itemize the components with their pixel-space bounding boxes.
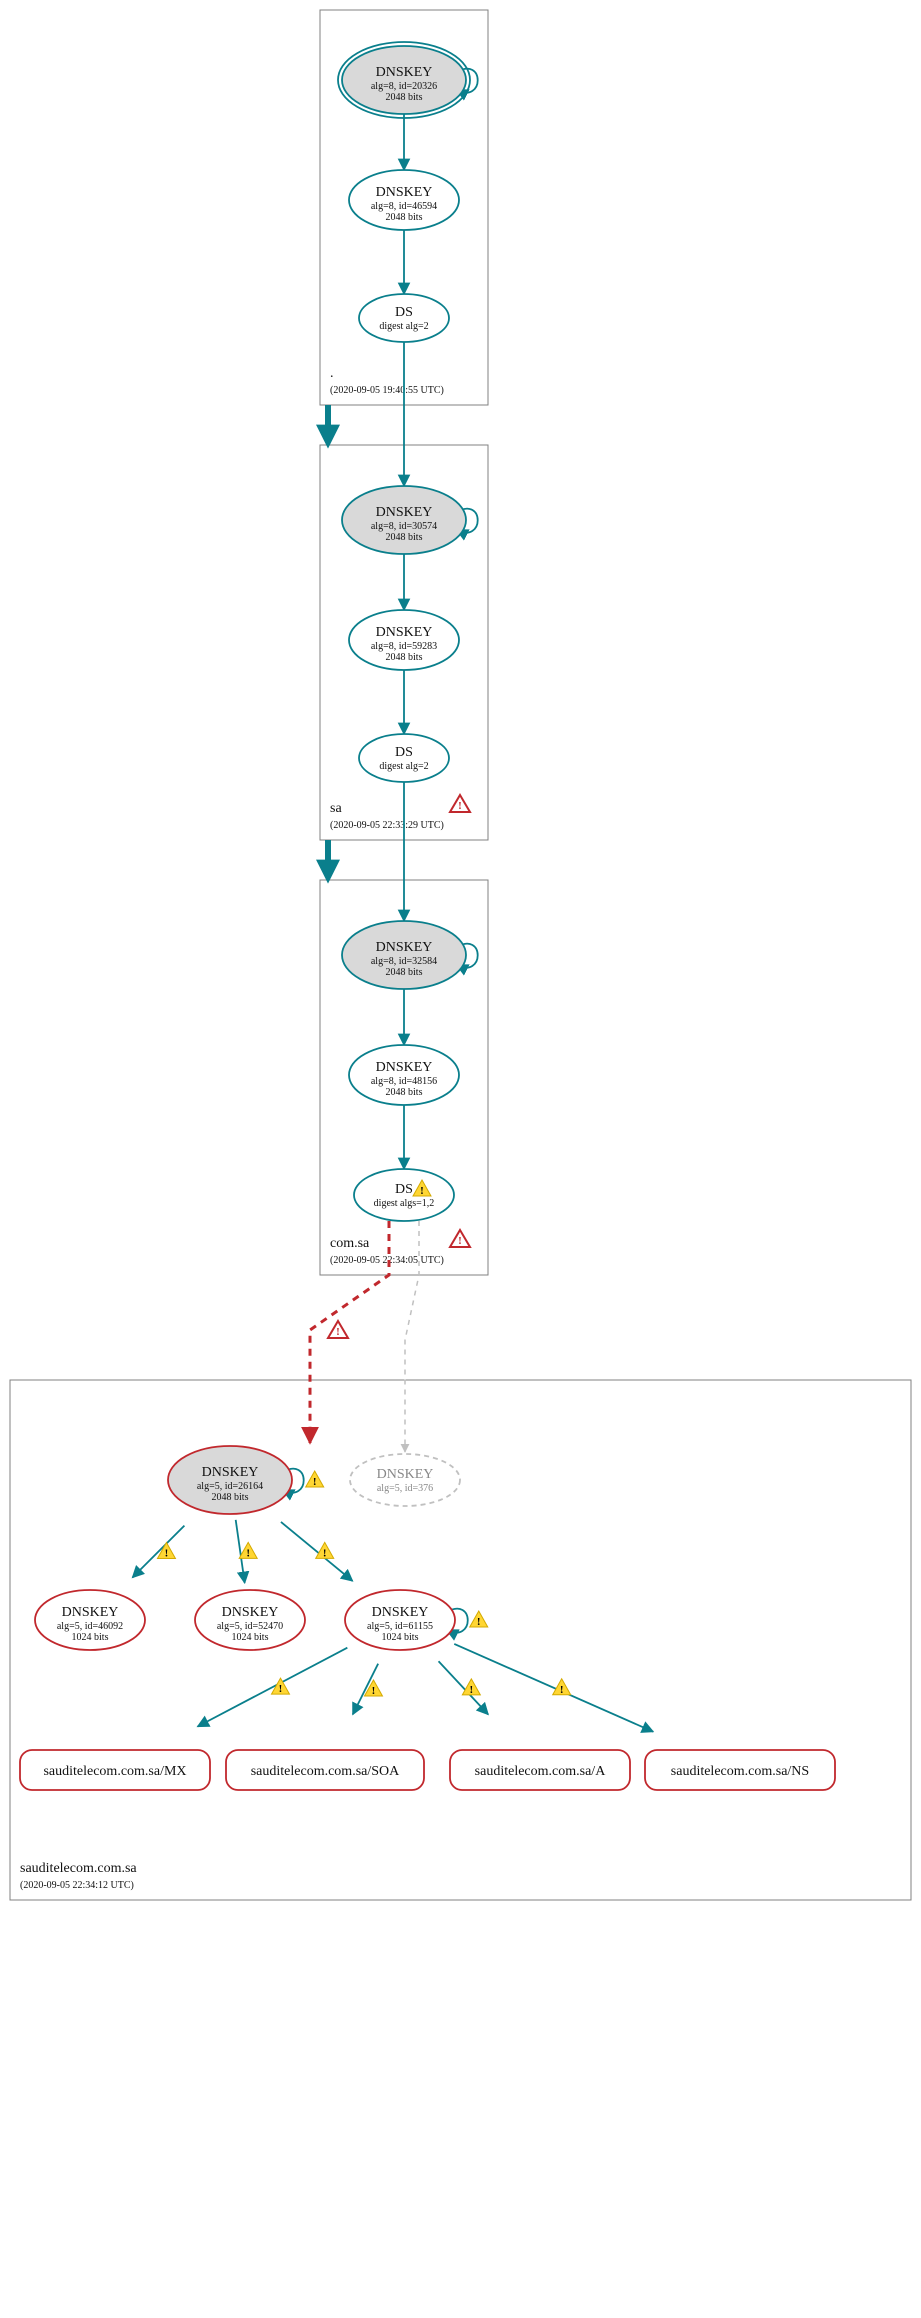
svg-text:alg=8, id=30574: alg=8, id=30574 [371,521,437,532]
svg-text:DNSKEY: DNSKEY [376,1060,433,1075]
svg-text:sauditelecom.com.sa/MX: sauditelecom.com.sa/MX [43,1764,186,1779]
svg-text:alg=8, id=46594: alg=8, id=46594 [371,201,437,212]
svg-text:alg=5, id=52470: alg=5, id=52470 [217,1621,283,1632]
node-st_376: DNSKEYalg=5, id=376 [350,1454,460,1506]
svg-text:digest alg=2: digest alg=2 [379,761,428,772]
svg-text:DNSKEY: DNSKEY [376,940,433,955]
svg-text:!: ! [336,1326,340,1338]
svg-text:sa: sa [330,801,342,816]
warning-icon: ! [316,1542,334,1559]
svg-text:2048 bits: 2048 bits [386,967,423,978]
error-icon: ! [450,1230,470,1247]
svg-text:DNSKEY: DNSKEY [376,185,433,200]
svg-text:2048 bits: 2048 bits [386,532,423,543]
svg-text:DNSKEY: DNSKEY [376,65,433,80]
svg-text:sauditelecom.com.sa: sauditelecom.com.sa [20,1861,137,1876]
node-st_52470: DNSKEYalg=5, id=524701024 bits [195,1590,305,1650]
node-com_ds: DSdigest algs=1,2 [354,1169,454,1221]
svg-text:alg=5, id=46092: alg=5, id=46092 [57,1621,123,1632]
svg-text:DNSKEY: DNSKEY [377,1467,434,1482]
svg-text:sauditelecom.com.sa/A: sauditelecom.com.sa/A [475,1764,607,1779]
svg-text:sauditelecom.com.sa/SOA: sauditelecom.com.sa/SOA [251,1764,400,1779]
node-com_zsk: DNSKEYalg=8, id=481562048 bits [349,1045,459,1105]
node-rr_soa: sauditelecom.com.sa/SOA [226,1750,424,1790]
node-root_ds: DSdigest alg=2 [359,294,449,342]
svg-text:com.sa: com.sa [330,1236,370,1251]
warning-icon: ! [553,1679,571,1696]
svg-text:digest alg=2: digest alg=2 [379,321,428,332]
node-rr_mx: sauditelecom.com.sa/MX [20,1750,210,1790]
node-st_ksk: DNSKEYalg=5, id=261642048 bits [168,1446,292,1514]
svg-text:2048 bits: 2048 bits [386,652,423,663]
svg-text:alg=8, id=20326: alg=8, id=20326 [371,81,437,92]
svg-text:!: ! [458,800,462,812]
svg-text:.: . [330,366,334,381]
svg-text:(2020-09-05 19:40:55 UTC): (2020-09-05 19:40:55 UTC) [330,385,444,396]
svg-text:!: ! [477,1616,481,1628]
svg-text:sauditelecom.com.sa/NS: sauditelecom.com.sa/NS [671,1764,809,1779]
svg-text:(2020-09-05 22:34:05 UTC): (2020-09-05 22:34:05 UTC) [330,1255,444,1266]
svg-text:!: ! [469,1684,473,1696]
svg-text:1024 bits: 1024 bits [72,1632,109,1643]
svg-text:DNSKEY: DNSKEY [376,625,433,640]
svg-text:DNSKEY: DNSKEY [62,1605,119,1620]
node-root_ksk: DNSKEYalg=8, id=203262048 bits [338,42,470,118]
svg-text:2048 bits: 2048 bits [386,212,423,223]
svg-text:!: ! [323,1547,327,1559]
zone-box-sauditelecom [10,1380,911,1900]
error-icon: ! [450,795,470,812]
svg-text:DNSKEY: DNSKEY [372,1605,429,1620]
warning-icon: ! [364,1680,382,1697]
svg-text:!: ! [246,1547,250,1559]
warning-icon: ! [462,1679,480,1696]
svg-text:(2020-09-05 22:34:12 UTC): (2020-09-05 22:34:12 UTC) [20,1880,134,1891]
svg-text:1024 bits: 1024 bits [382,1632,419,1643]
svg-text:alg=5, id=26164: alg=5, id=26164 [197,1481,263,1492]
node-sa_ksk: DNSKEYalg=8, id=305742048 bits [342,486,466,554]
svg-text:DNSKEY: DNSKEY [202,1465,259,1480]
svg-text:1024 bits: 1024 bits [232,1632,269,1643]
svg-text:DS: DS [395,1182,413,1197]
svg-text:2048 bits: 2048 bits [386,92,423,103]
svg-text:digest algs=1,2: digest algs=1,2 [374,1198,435,1209]
svg-text:!: ! [420,1185,424,1197]
node-sa_ds: DSdigest alg=2 [359,734,449,782]
svg-text:alg=5, id=61155: alg=5, id=61155 [367,1621,433,1632]
node-sa_zsk: DNSKEYalg=8, id=592832048 bits [349,610,459,670]
warning-icon: ! [306,1471,324,1488]
svg-text:(2020-09-05 22:33:29 UTC): (2020-09-05 22:33:29 UTC) [330,820,444,831]
dnssec-diagram: . (2020-09-05 19:40:55 UTC) sa (2020-09-05 … [0,0,921,2318]
node-rr_a: sauditelecom.com.sa/A [450,1750,630,1790]
svg-text:DS: DS [395,745,413,760]
svg-text:alg=8, id=48156: alg=8, id=48156 [371,1076,437,1087]
error-icon: ! [328,1321,348,1338]
warning-icon: ! [239,1542,257,1559]
svg-text:!: ! [560,1684,564,1696]
svg-text:alg=8, id=32584: alg=8, id=32584 [371,956,437,967]
node-com_ksk: DNSKEYalg=8, id=325842048 bits [342,921,466,989]
svg-text:alg=5, id=376: alg=5, id=376 [377,1483,433,1494]
node-st_46092: DNSKEYalg=5, id=460921024 bits [35,1590,145,1650]
svg-text:!: ! [313,1476,317,1488]
svg-text:2048 bits: 2048 bits [212,1492,249,1503]
svg-text:DNSKEY: DNSKEY [222,1605,279,1620]
warning-icon: ! [470,1611,488,1628]
node-rr_ns: sauditelecom.com.sa/NS [645,1750,835,1790]
svg-text:!: ! [165,1548,169,1560]
svg-text:DS: DS [395,305,413,320]
node-st_61155: DNSKEYalg=5, id=611551024 bits [345,1590,455,1650]
svg-text:!: ! [372,1685,376,1697]
svg-text:DNSKEY: DNSKEY [376,505,433,520]
svg-text:alg=8, id=59283: alg=8, id=59283 [371,641,437,652]
node-root_zsk: DNSKEYalg=8, id=465942048 bits [349,170,459,230]
svg-text:2048 bits: 2048 bits [386,1087,423,1098]
svg-text:!: ! [279,1683,283,1695]
svg-text:!: ! [458,1235,462,1247]
